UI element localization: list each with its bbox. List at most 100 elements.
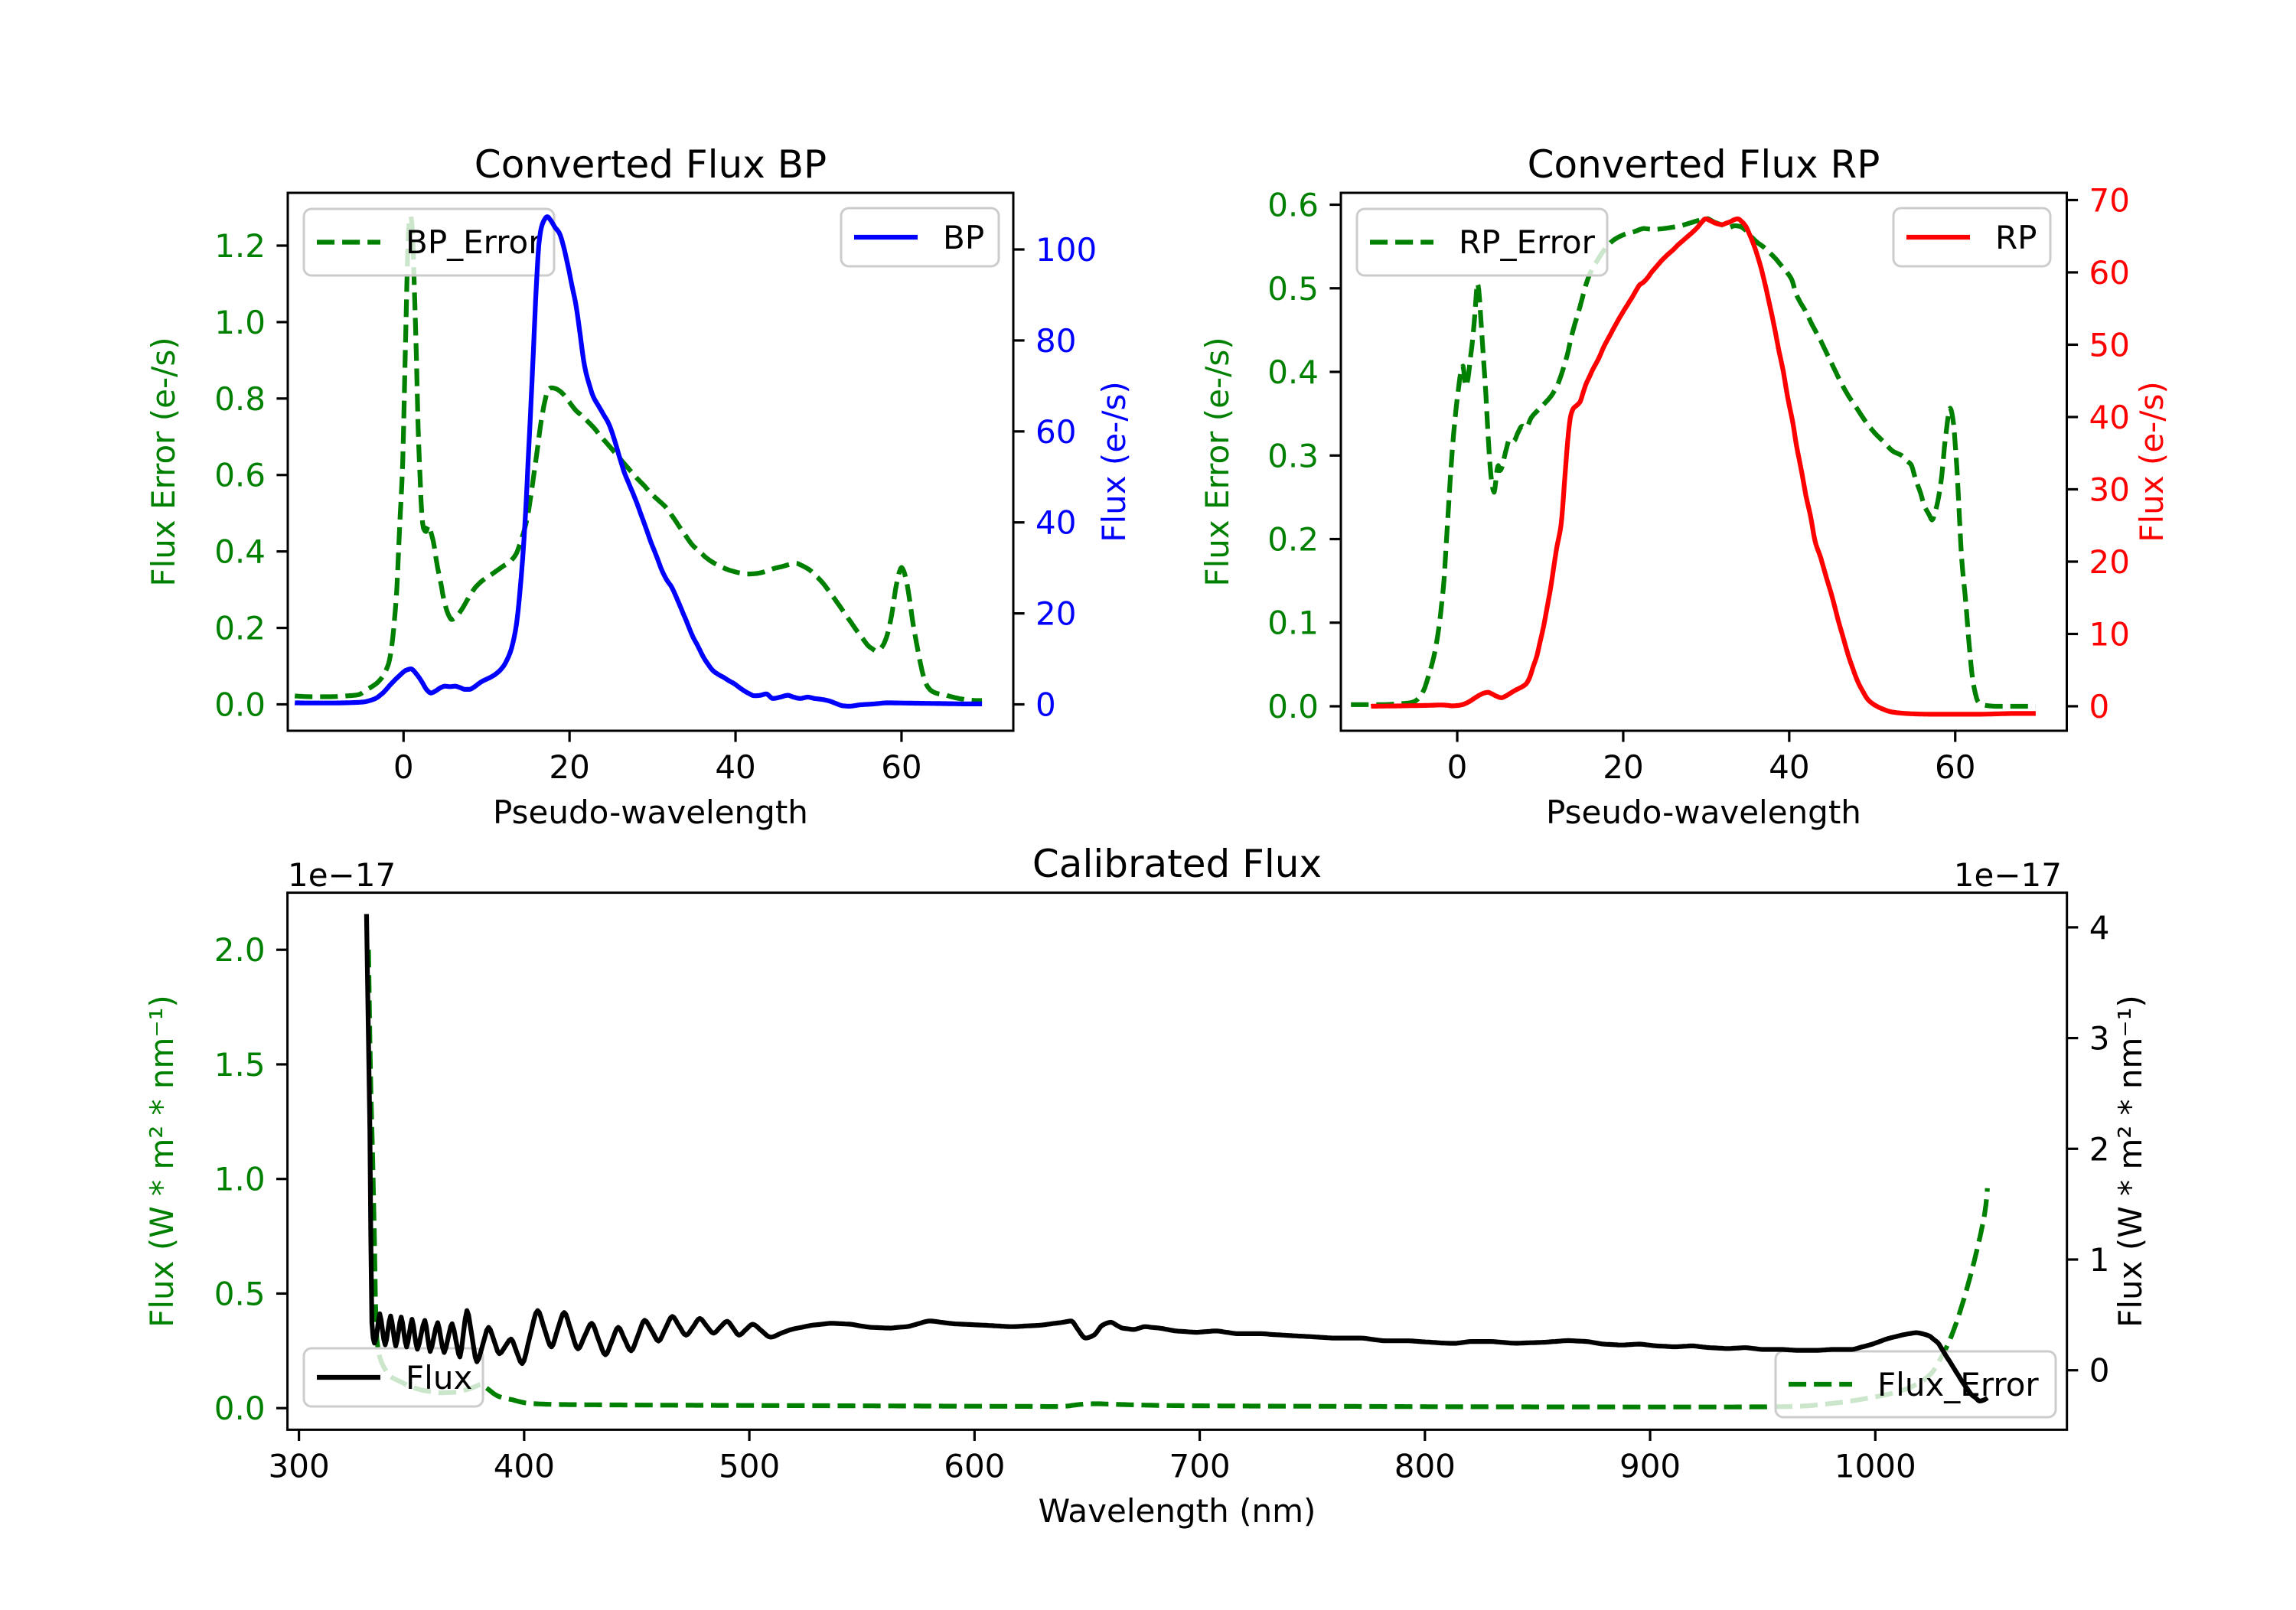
y-tick-label-right: 60 bbox=[1035, 413, 1076, 451]
y-tick-label-left: 0.1 bbox=[1267, 605, 1319, 642]
bp-axes-layer: 0 20 40 60 0.0 0.2 0.4 0.6 0.8 1.0 1.2 0 20 40 60 80 100 bbox=[214, 191, 1097, 786]
y-tick-label-right: 50 bbox=[2089, 326, 2130, 363]
rp-legend: RP bbox=[1892, 207, 2052, 268]
y-tick-label-left: 0.5 bbox=[214, 1275, 266, 1312]
y-tick-label-right: 20 bbox=[1035, 595, 1076, 633]
y-tick-label-right: 20 bbox=[2089, 543, 2130, 581]
calibrated-offset-left: 1e−17 bbox=[288, 856, 396, 894]
bp-curve bbox=[293, 214, 984, 709]
y-tick-label-left: 2.0 bbox=[214, 931, 266, 969]
x-tick-label: 1000 bbox=[1835, 1447, 1916, 1485]
y-tick-label-right: 0 bbox=[2089, 1352, 2110, 1390]
x-tick-label: 700 bbox=[1169, 1447, 1230, 1485]
y-tick-label-right: 40 bbox=[1035, 504, 1076, 542]
flux-error-legend: Flux_Error bbox=[1774, 1350, 2057, 1419]
bp-error-legend: BP_Error bbox=[302, 207, 556, 277]
y-tick-label-left: 0.2 bbox=[1267, 520, 1319, 558]
x-tick-label: 60 bbox=[1935, 748, 1975, 786]
y-tick-label-left: 1.2 bbox=[214, 227, 266, 265]
flux-curve bbox=[364, 914, 1989, 1403]
rp-error-legend: RP_Error bbox=[1355, 207, 1609, 277]
y-tick-label-right: 70 bbox=[2089, 181, 2130, 219]
rp-error-legend-label: RP_Error bbox=[1459, 223, 1596, 261]
subplot-bp: BP_Error BP 0 20 40 60 0.0 0.2 0.4 0.6 0.8 1.0 1.2… bbox=[145, 142, 1133, 831]
rp-legend-label: RP bbox=[1995, 219, 2037, 256]
x-tick-label: 500 bbox=[719, 1447, 780, 1485]
y-tick-label-right: 30 bbox=[2089, 471, 2130, 508]
x-tick-label: 900 bbox=[1619, 1447, 1681, 1485]
subplot-rp: RP_Error RP 0 20 40 60 0.0 0.1 0.2 0.3 0.4 0.5 0.6… bbox=[1199, 142, 2170, 831]
y-tick-label-right: 100 bbox=[1035, 231, 1097, 269]
x-tick-label: 40 bbox=[715, 748, 755, 786]
bp-legend: BP bbox=[840, 207, 1000, 268]
y-tick-label-left: 0.2 bbox=[214, 610, 266, 647]
bp-ylabel-right: Flux (e-/s) bbox=[1095, 381, 1133, 542]
flux_error-curve bbox=[366, 950, 1990, 1410]
y-tick-label-left: 0.4 bbox=[214, 533, 266, 571]
y-tick-label-left: 0.8 bbox=[214, 380, 266, 418]
flux-legend: Flux bbox=[302, 1347, 484, 1408]
y-tick-label-right: 0 bbox=[1035, 686, 1056, 724]
y-tick-label-right: 10 bbox=[2089, 615, 2130, 653]
x-tick-label: 300 bbox=[269, 1447, 330, 1485]
y-tick-label-left: 1.5 bbox=[214, 1046, 266, 1084]
rp_error-curve bbox=[1349, 216, 2037, 709]
y-tick-label-right: 80 bbox=[1035, 322, 1076, 360]
x-tick-label: 60 bbox=[881, 748, 921, 786]
rp-axes-layer: 0 20 40 60 0.0 0.1 0.2 0.3 0.4 0.5 0.6 0 10 20 30 40 50 6… bbox=[1267, 181, 2130, 786]
y-tick-label-left: 0.3 bbox=[1267, 437, 1319, 474]
y-tick-label-left: 0.0 bbox=[1267, 688, 1319, 725]
calibrated-title: Calibrated Flux bbox=[1032, 842, 1322, 886]
y-tick-label-left: 0.0 bbox=[214, 686, 266, 723]
flux-curve-layer bbox=[364, 914, 1989, 1403]
calibrated-ylabel-right: Flux (W * m² * nm⁻¹) bbox=[2112, 995, 2149, 1328]
x-tick-label: 0 bbox=[393, 748, 414, 786]
x-tick-label: 800 bbox=[1394, 1447, 1456, 1485]
flux-legend-label: Flux bbox=[406, 1359, 472, 1397]
y-tick-label-left: 0.5 bbox=[1267, 270, 1319, 308]
bp-title: Converted Flux BP bbox=[475, 142, 827, 187]
x-tick-label: 20 bbox=[549, 748, 589, 786]
calibrated-offset-right: 1e−17 bbox=[1954, 856, 2062, 894]
flux-legend-box bbox=[302, 1347, 484, 1408]
x-tick-label: 600 bbox=[944, 1447, 1005, 1485]
y-tick-label-right: 40 bbox=[2089, 399, 2130, 436]
rp-legend-box bbox=[1892, 207, 2052, 268]
calibrated-ylabel-left: Flux (W * m² * nm⁻¹) bbox=[143, 995, 181, 1328]
bp-legend-label: BP bbox=[943, 219, 984, 256]
rp-error-curve-layer bbox=[1349, 216, 2037, 709]
rp-curve-layer bbox=[1369, 216, 2037, 717]
x-tick-label: 40 bbox=[1769, 748, 1809, 786]
rp-ylabel-right: Flux (e-/s) bbox=[2133, 381, 2170, 542]
x-tick-label: 20 bbox=[1603, 748, 1643, 786]
bp-error-curve-layer bbox=[293, 213, 984, 703]
y-tick-label-right: 2 bbox=[2089, 1130, 2110, 1168]
y-tick-label-right: 1 bbox=[2089, 1241, 2110, 1279]
y-tick-label-right: 3 bbox=[2089, 1020, 2110, 1058]
y-tick-label-left: 1.0 bbox=[214, 304, 266, 341]
rp-axes-frame bbox=[1339, 191, 2068, 732]
y-tick-label-right: 60 bbox=[2089, 254, 2130, 292]
y-tick-label-left: 0.6 bbox=[1267, 187, 1319, 224]
bp-axes-frame bbox=[286, 191, 1015, 732]
bp-error-legend-label: BP_Error bbox=[406, 223, 542, 261]
bp_error-curve bbox=[293, 213, 984, 703]
rp-curve bbox=[1369, 216, 2037, 717]
rp-xlabel: Pseudo-wavelength bbox=[1546, 794, 1861, 831]
bp-legend-box bbox=[840, 207, 1000, 268]
bp-ylabel-left: Flux Error (e-/s) bbox=[145, 337, 182, 586]
rp-ylabel-left: Flux Error (e-/s) bbox=[1199, 337, 1236, 586]
y-tick-label-left: 0.0 bbox=[214, 1390, 266, 1427]
x-tick-label: 0 bbox=[1447, 748, 1468, 786]
rp-title: Converted Flux RP bbox=[1528, 142, 1880, 187]
calibrated-axes-layer: 300 400 500 600 700 800 900 1000 0.0 0.5 1.0 1.5 2.0… bbox=[214, 891, 2110, 1485]
y-tick-label-left: 1.0 bbox=[214, 1161, 266, 1198]
calibrated-axes-frame bbox=[286, 891, 2069, 1431]
bp-error-legend-box bbox=[302, 207, 556, 277]
rp-error-legend-box bbox=[1355, 207, 1609, 277]
y-tick-label-right: 0 bbox=[2089, 688, 2110, 725]
flux-error-curve-layer bbox=[366, 950, 1990, 1410]
y-tick-label-left: 0.6 bbox=[214, 457, 266, 494]
